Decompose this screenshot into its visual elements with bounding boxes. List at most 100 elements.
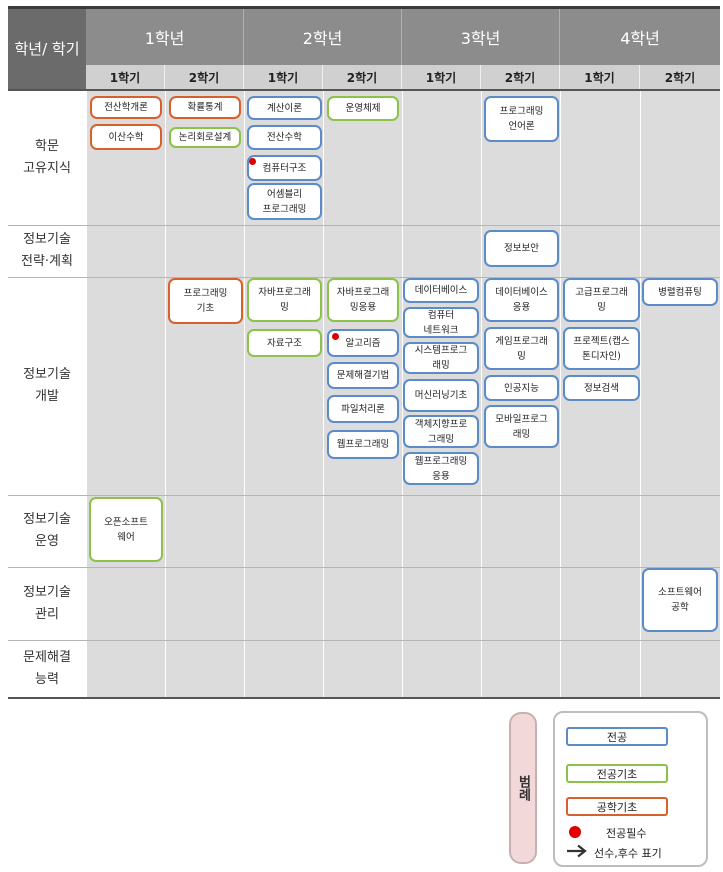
semester-header-8: 2학기: [640, 65, 720, 89]
course-box[interactable]: 데이터베이스 응용: [484, 278, 559, 322]
grid-cell: [245, 226, 323, 277]
grid-cell: [166, 568, 244, 640]
course-box[interactable]: 객체지향프로 그래밍: [403, 415, 479, 448]
grid-cell: [166, 641, 244, 697]
table-bottom-border: [8, 697, 720, 699]
row-label-operation: 정보기술 운영: [23, 512, 71, 549]
course-box[interactable]: 자바프로그래 밍: [247, 278, 322, 322]
grid-cell: [561, 568, 640, 640]
grid-cell: [87, 278, 165, 495]
grid-cell: [482, 496, 560, 567]
grid-cell: [245, 496, 323, 567]
course-box[interactable]: 게임프로그래 밍: [484, 327, 559, 370]
course-box[interactable]: 소프트웨어 공학: [642, 568, 718, 632]
grid-cell: [641, 641, 720, 697]
grid-cell: [561, 91, 640, 225]
course-box[interactable]: 시스템프로그 래밍: [403, 342, 479, 374]
year-header-2: 2학년: [244, 9, 402, 65]
row-label-problem-solving: 문제해결 능력: [23, 649, 71, 687]
grid-cell: [87, 641, 165, 697]
course-box[interactable]: 전산학개론: [90, 96, 162, 119]
grid-cell: [166, 496, 244, 567]
grid-cell: [482, 568, 560, 640]
course-box[interactable]: 정보검색: [563, 375, 640, 401]
course-box[interactable]: 문제해결기법: [327, 362, 399, 389]
grid-cell: [482, 641, 560, 697]
legend-prereq-label: 선수,후수 표기: [594, 847, 662, 860]
grid-cell: [641, 226, 720, 277]
required-dot-icon: [249, 158, 256, 165]
grid-cell: [403, 226, 481, 277]
course-box[interactable]: 웹프로그래밍: [327, 430, 399, 459]
header-bottom-border: [8, 89, 720, 91]
grid-cell: [641, 496, 720, 567]
row-divider: [8, 567, 720, 568]
row-divider: [8, 277, 720, 278]
course-box[interactable]: 컴퓨터 네트워크: [403, 307, 479, 338]
course-box[interactable]: 오픈소프트 웨어: [89, 497, 163, 562]
grid-cell: [324, 568, 402, 640]
course-box[interactable]: 파일처리론: [327, 395, 399, 423]
arrow-right-icon: [567, 844, 587, 858]
row-divider: [8, 495, 720, 496]
grid-cell: [324, 496, 402, 567]
course-box[interactable]: 전산수학: [247, 125, 322, 150]
semester-header-2: 2학기: [165, 65, 244, 89]
required-dot-icon: [332, 333, 339, 340]
row-divider: [8, 225, 720, 226]
semester-header-6: 2학기: [481, 65, 560, 89]
course-box[interactable]: 컴퓨터구조: [247, 155, 322, 181]
course-box[interactable]: 알고리즘: [327, 329, 399, 357]
grid-cell: [561, 226, 640, 277]
legend-eng: 공학기초: [566, 797, 668, 816]
grid-cell: [403, 91, 481, 225]
grid-cell: [403, 568, 481, 640]
grid-cell: [245, 641, 323, 697]
course-box[interactable]: 어셈블리 프로그래밍: [247, 183, 322, 220]
course-box[interactable]: 인공지능: [484, 375, 559, 401]
course-box[interactable]: 프로그래밍 기초: [168, 278, 243, 324]
legend-basic: 전공기초: [566, 764, 668, 783]
grid-cell: [245, 568, 323, 640]
grid-cell: [561, 496, 640, 567]
course-box[interactable]: 논리회로설계: [169, 127, 241, 148]
year-semester-corner-header: 학년/ 학기: [8, 9, 86, 89]
course-box[interactable]: 정보보안: [484, 230, 559, 267]
semester-header-4: 2학기: [323, 65, 402, 89]
course-box[interactable]: 자바프로그래 밍응용: [327, 278, 399, 322]
grid-cell: [403, 496, 481, 567]
semester-header-7: 1학기: [560, 65, 640, 89]
course-box[interactable]: 웹프로그래밍 응용: [403, 452, 479, 485]
course-box[interactable]: 고급프로그래 밍: [563, 278, 640, 322]
legend-required-label: 전공필수: [606, 827, 647, 840]
course-box[interactable]: 프로젝트(캡스 톤디자인): [563, 327, 640, 370]
semester-header-5: 1학기: [402, 65, 481, 89]
semester-header-3: 1학기: [244, 65, 323, 89]
year-header-3: 3학년: [402, 9, 560, 65]
course-box[interactable]: 프로그래밍 언어론: [484, 96, 559, 142]
course-box[interactable]: 모바일프로그 래밍: [484, 405, 559, 448]
row-label-management: 정보기술 관리: [23, 584, 71, 622]
row-label-strategy: 정보기술 전략·계획: [21, 232, 73, 269]
course-box[interactable]: 이산수학: [90, 124, 162, 150]
course-box[interactable]: 확률통계: [169, 96, 241, 119]
course-box[interactable]: 운영체제: [327, 96, 399, 121]
required-dot-icon: [569, 826, 581, 838]
course-box[interactable]: 계산이론: [247, 96, 322, 120]
row-divider: [8, 640, 720, 641]
grid-cell: [641, 278, 720, 495]
legend-title: 범례: [509, 712, 537, 864]
grid-cell: [324, 641, 402, 697]
grid-cell: [87, 568, 165, 640]
course-box[interactable]: 머신러닝기초: [403, 379, 479, 412]
grid-cell: [641, 91, 720, 225]
course-box[interactable]: 자료구조: [247, 329, 322, 357]
row-label-academic: 학문 고유지식: [23, 139, 71, 176]
course-box[interactable]: 병렬컴퓨팅: [642, 278, 718, 306]
grid-cell: [403, 641, 481, 697]
course-box[interactable]: 데이터베이스: [403, 278, 479, 303]
year-header-1: 1학년: [86, 9, 244, 65]
year-header-4: 4학년: [560, 9, 720, 65]
grid-cell: [561, 641, 640, 697]
semester-header-1: 1학기: [86, 65, 165, 89]
